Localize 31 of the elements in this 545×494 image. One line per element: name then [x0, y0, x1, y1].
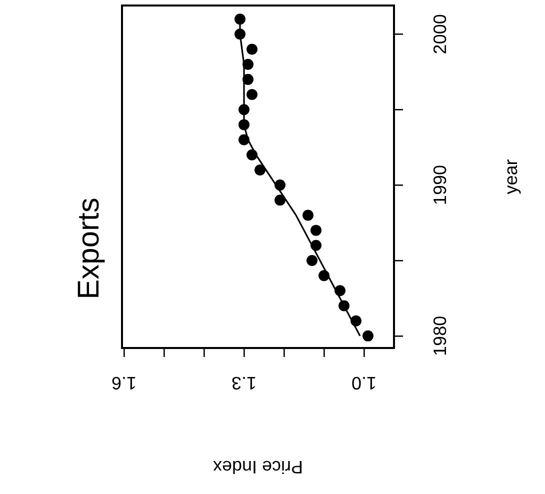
point [302, 210, 314, 221]
y-tick-label: 1980 [430, 316, 450, 356]
point [242, 58, 254, 70]
point [318, 270, 330, 282]
y-axis-title: year [500, 159, 521, 194]
point [238, 104, 250, 116]
point [362, 330, 374, 342]
point [234, 28, 246, 40]
point [306, 254, 318, 266]
point [310, 224, 322, 236]
point [234, 14, 246, 25]
x-axis-title: Price Index [212, 457, 304, 478]
point [334, 285, 346, 296]
point [254, 164, 266, 176]
point [310, 240, 322, 251]
y-tick-label: 2000 [430, 14, 450, 54]
point [242, 74, 254, 85]
point [246, 149, 258, 160]
x-tick-label: 1.6 [111, 373, 137, 394]
point [274, 194, 286, 206]
point [246, 89, 258, 100]
text: Exports [72, 198, 106, 300]
point [246, 44, 258, 55]
point [338, 300, 350, 312]
y-tick-label: 1990 [430, 165, 450, 206]
x-tick-label: 1.3 [231, 373, 257, 394]
point [238, 119, 250, 130]
point [238, 134, 250, 146]
point [350, 315, 362, 326]
x-tick-label: 1.0 [351, 373, 377, 394]
point [274, 180, 286, 191]
